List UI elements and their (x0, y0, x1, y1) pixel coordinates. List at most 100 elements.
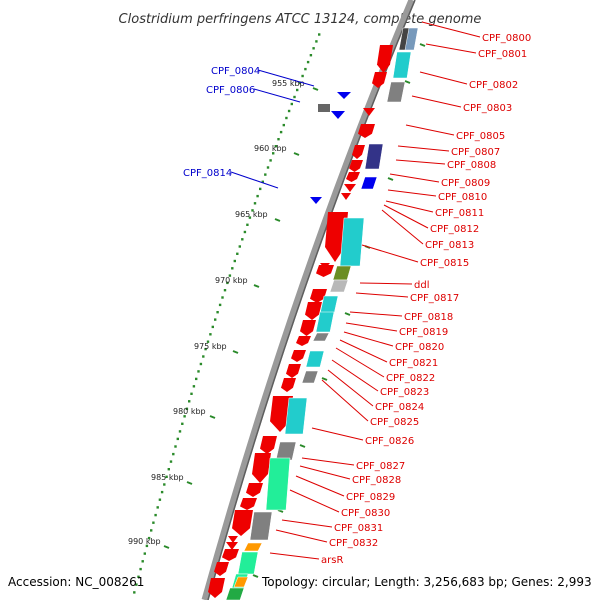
gene-label[interactable]: CPF_0811 (435, 208, 484, 219)
track-dot (209, 333, 212, 336)
gene-block (329, 279, 349, 293)
gene-arrow (214, 562, 229, 576)
leader-line (395, 159, 446, 165)
gene-arrow (305, 302, 322, 320)
gene-arrow (372, 72, 387, 88)
gene-label[interactable]: CPF_0818 (404, 312, 453, 323)
accession-text: Accession: NC_008261 (8, 575, 144, 589)
gene-label[interactable]: CPF_0827 (356, 461, 405, 472)
gene-label[interactable]: CPF_0831 (334, 523, 383, 534)
track-dot (190, 392, 193, 395)
track-dot (293, 95, 296, 99)
track-dot (185, 407, 189, 410)
scale-tick-label: 980 kbp (173, 407, 206, 416)
gene-label[interactable]: CPF_0829 (346, 492, 395, 503)
gene-label[interactable]: CPF_0807 (451, 147, 500, 158)
gene-arrow (349, 160, 363, 172)
gene-label[interactable]: CPF_0821 (389, 358, 438, 369)
label-leader-lines (230, 21, 481, 560)
leader-line (281, 519, 333, 528)
track-dot (156, 506, 159, 509)
gene-label[interactable]: CPF_0825 (370, 417, 419, 428)
track-dot (290, 102, 293, 106)
leader-line (311, 427, 364, 441)
leader-line (339, 339, 388, 363)
gene-block (339, 217, 365, 267)
gene-label[interactable]: CPF_0806 (206, 85, 255, 96)
gene-block (312, 332, 330, 342)
track-dot (206, 340, 210, 343)
gene-label[interactable]: CPF_0814 (183, 168, 232, 179)
track-dot (274, 145, 277, 148)
inner-marker (404, 80, 411, 84)
inner-marker (344, 312, 351, 316)
track-dot (251, 209, 254, 212)
gene-arrow (344, 184, 356, 192)
gene-block (225, 587, 245, 600)
gene-label[interactable]: CPF_0802 (469, 80, 518, 91)
scale-tick-label: 975 kbp (194, 342, 227, 351)
scale-tick (253, 284, 260, 288)
track-dot (248, 216, 252, 219)
gene-block (265, 457, 291, 511)
leader-line (405, 124, 455, 136)
leader-line (381, 209, 424, 245)
gene-label[interactable]: CPF_0815 (420, 258, 469, 269)
track-dot (199, 362, 203, 366)
gene-block (301, 370, 319, 384)
gene-label[interactable]: CPF_0819 (399, 327, 448, 338)
gene-label[interactable]: CPF_0813 (425, 240, 474, 251)
track-dot (152, 521, 155, 524)
gene-label[interactable]: CPF_0828 (352, 475, 401, 486)
gene-label[interactable]: CPF_0824 (375, 402, 424, 413)
track-dot (241, 238, 244, 241)
leader-line (230, 171, 279, 189)
gene-label[interactable]: CPF_0826 (365, 436, 414, 447)
scale-tick (163, 545, 170, 549)
gene-label[interactable]: CPF_0805 (456, 131, 505, 142)
genome-title: Clostridium perfringens ATCC 13124, comp… (119, 12, 482, 27)
gene-label[interactable]: CPF_0809 (441, 178, 490, 189)
gene-label[interactable]: CPF_0810 (438, 192, 487, 203)
gene-label[interactable]: CPF_0808 (447, 160, 496, 171)
track-dot (147, 536, 151, 540)
gene-arrow (252, 453, 271, 483)
gene-arrow (226, 542, 238, 550)
gene-label[interactable]: CPF_0830 (341, 508, 390, 519)
gene-label[interactable]: CPF_0801 (478, 49, 527, 60)
gene-label[interactable]: CPF_0812 (430, 224, 479, 235)
gene-label[interactable]: CPF_0800 (482, 33, 531, 44)
gene-label[interactable]: CPF_0823 (380, 387, 429, 398)
track-dot (176, 437, 179, 441)
track-dot (301, 74, 304, 78)
gene-arrow (346, 172, 360, 182)
track-dot (137, 575, 140, 578)
gene-arrow (208, 578, 225, 598)
gene-block (319, 295, 339, 315)
track-dot (266, 166, 270, 169)
gene-block (392, 51, 412, 79)
inner-marker (419, 43, 426, 47)
track-dot (272, 152, 275, 155)
gene-label[interactable]: CPF_0832 (329, 538, 378, 549)
gene-label[interactable]: arsR (321, 555, 343, 566)
gene-block (284, 397, 308, 435)
track-dot (318, 33, 321, 36)
gene-label[interactable]: CPF_0822 (386, 373, 435, 384)
gene-label[interactable]: CPF_0803 (463, 103, 512, 114)
leader-line (253, 88, 301, 103)
gene-label[interactable]: CPF_0820 (395, 342, 444, 353)
gene-arrow (310, 289, 327, 303)
gene-block (243, 542, 263, 552)
leader-line (361, 244, 419, 263)
leader-line (411, 95, 462, 108)
gene-label[interactable]: ddl (414, 280, 429, 291)
gene-label[interactable]: CPF_0817 (410, 293, 459, 304)
scale-tick (293, 152, 300, 156)
gene-block (249, 511, 273, 541)
track-dot (221, 296, 224, 299)
gene-block (305, 350, 325, 368)
track-dot (202, 355, 205, 358)
track-dot (154, 513, 157, 517)
gene-label[interactable]: CPF_0804 (211, 66, 260, 77)
